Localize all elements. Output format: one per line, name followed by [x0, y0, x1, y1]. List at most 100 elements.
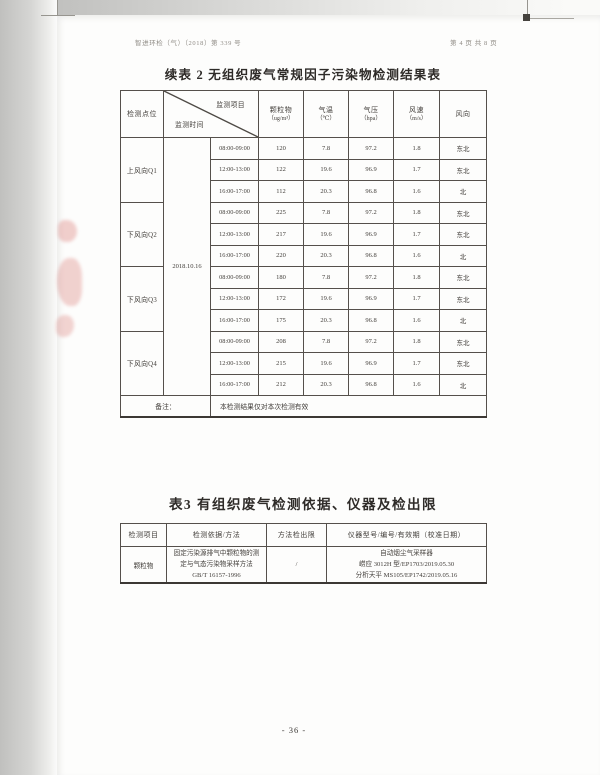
crop-mark-top-left-horizontal	[41, 15, 75, 16]
wind-dir-cell: 东北	[439, 223, 487, 246]
pressure-cell: 96.8	[348, 244, 394, 267]
wind-dir-cell: 东北	[439, 287, 487, 310]
temp-cell: 19.6	[303, 352, 349, 375]
table3-title: 表3 有组织废气检测依据、仪器及检出限	[168, 497, 438, 512]
temp-cell: 7.8	[303, 201, 349, 224]
document-page: 智进环检（气）（2018）第 339 号 第 4 页 共 8 页 续表 2 无组…	[57, 15, 600, 775]
scanner-background-left	[0, 0, 57, 775]
pressure-cell: 96.9	[348, 287, 394, 310]
instrument-line: 崂应 3012H 型/EP1703/2019.05.30	[358, 561, 455, 568]
wind-speed-cell: 1.7	[393, 287, 440, 310]
table2-data-row: 12:00-13:00 217 19.6 96.9 1.7 东北	[121, 223, 487, 246]
page-number: - 36 -	[281, 725, 307, 735]
pm-cell: 112	[258, 180, 304, 203]
time-cell: 12:00-13:00	[210, 158, 259, 181]
table2-container: 检测点位 监测项目 监测时间 颗粒物 （ug/m³）	[120, 90, 487, 418]
pressure-column-header: 气压 （hpa）	[348, 90, 394, 138]
pm-cell: 212	[258, 373, 304, 396]
pm-cell: 120	[258, 137, 304, 160]
pm-header-unit: （ug/m³）	[267, 115, 295, 122]
wind-dir-cell: 东北	[439, 266, 487, 289]
time-cell: 08:00-09:00	[210, 137, 259, 160]
pm-cell: 225	[258, 201, 304, 224]
pressure-cell: 96.8	[348, 373, 394, 396]
crop-mark-top-right-vertical	[527, 0, 528, 19]
wind-dir-cell: 东北	[439, 330, 487, 353]
wind-speed-column-header: 风速 （m/s）	[393, 90, 440, 138]
crop-mark-top-left-vertical	[57, 0, 58, 16]
table2-note-body: 备注： 本检测结果仅对本次检测有效	[120, 395, 487, 418]
wind-speed-cell: 1.8	[393, 266, 440, 289]
diag-label-item: 监测项目	[216, 102, 245, 109]
monitoring-point-cell: 下风向Q3	[120, 266, 164, 332]
method-column-header: 检测依据/方法	[166, 523, 267, 547]
pm-cell: 215	[258, 352, 304, 375]
table2-data-row: 下风向Q4 08:00-09:00 208 7.8 97.2 1.8 东北	[120, 330, 487, 396]
time-cell: 12:00-13:00	[210, 287, 259, 310]
wind-speed-cell: 1.6	[393, 309, 440, 332]
wind-speed-cell: 1.7	[393, 223, 440, 246]
detection-limit-cell: /	[266, 546, 327, 584]
table3-header-row: 检测项目 检测依据/方法 方法检出限 仪器型号/编号/有效期（校准日期）	[120, 523, 487, 547]
temp-cell: 19.6	[303, 223, 349, 246]
method-line: GB/T 16157-1996	[192, 572, 241, 579]
time-cell: 16:00-17:00	[210, 180, 259, 203]
wind-speed-cell: 1.6	[393, 180, 440, 203]
pressure-cell: 96.9	[348, 223, 394, 246]
wind-speed-header-name: 风速	[409, 105, 424, 114]
temp-cell: 20.3	[303, 244, 349, 267]
wind-dir-cell: 北	[439, 309, 487, 332]
wind-dir-cell: 北	[439, 244, 487, 267]
instrument-line: 分析天平 MS105/EP1742/2019.05.16	[355, 572, 458, 579]
wind-dir-column-header: 风向	[439, 90, 487, 138]
pressure-cell: 96.8	[348, 180, 394, 203]
pm-cell: 180	[258, 266, 304, 289]
method-cell: 固定污染源排气中颗粒物的测 定与气态污染物采样方法 GB/T 16157-199…	[166, 546, 267, 584]
time-cell: 12:00-13:00	[210, 223, 259, 246]
page-indicator: 第 4 页 共 8 页	[450, 40, 498, 47]
limit-column-header: 方法检出限	[266, 523, 327, 547]
instrument-column-header: 仪器型号/编号/有效期（校准日期）	[326, 523, 487, 547]
temp-header-unit: （℃）	[316, 115, 336, 122]
table2-title: 续表 2 无组织废气常规因子污染物检测结果表	[164, 68, 442, 82]
pm-column-header: 颗粒物 （ug/m³）	[258, 90, 304, 138]
time-cell: 16:00-17:00	[210, 373, 259, 396]
table2-data-row: 16:00-17:00 175 20.3 96.8 1.6 北	[121, 309, 487, 332]
scanner-background-top	[0, 0, 600, 15]
wind-dir-cell: 东北	[439, 352, 487, 375]
temp-cell: 7.8	[303, 137, 349, 160]
temp-header-name: 气温	[318, 105, 334, 114]
time-cell: 16:00-17:00	[210, 309, 259, 332]
table2-data-row: 上风向Q1 2018.10.16 08:00-09:00 120 7.8 97.2 1.8 东…	[120, 137, 487, 396]
temp-cell: 19.6	[303, 158, 349, 181]
wind-speed-cell: 1.6	[393, 244, 440, 267]
pm-cell: 220	[258, 244, 304, 267]
crop-mark-square	[523, 14, 530, 21]
monitoring-point-cell: 下风向Q2	[120, 201, 164, 267]
wind-speed-cell: 1.6	[393, 373, 440, 396]
method-line: 固定污染源排气中颗粒物的测	[173, 550, 260, 557]
pressure-cell: 96.9	[348, 158, 394, 181]
time-cell: 08:00-09:00	[210, 330, 259, 353]
time-cell: 12:00-13:00	[210, 352, 259, 375]
pm-cell: 175	[258, 309, 304, 332]
table2-data-row: 下风向Q2 08:00-09:00 225 7.8 97.2 1.8 东北	[120, 201, 487, 267]
instrument-line: 自动烟尘气采样器	[380, 550, 433, 557]
pm-cell: 217	[258, 223, 304, 246]
pm-cell: 172	[258, 287, 304, 310]
monitoring-point-cell: 上风向Q1	[120, 137, 164, 203]
pressure-header-name: 气压	[363, 105, 379, 114]
wind-dir-cell: 东北	[439, 201, 487, 224]
table2-data-row: 下风向Q3 08:00-09:00 180 7.8 97.2 1.8 东北	[120, 266, 487, 332]
red-stamp-bleed	[58, 220, 77, 242]
pressure-cell: 97.2	[348, 266, 394, 289]
table3-data-row: 颗粒物 固定污染源排气中颗粒物的测 定与气态污染物采样方法 GB/T 16157…	[120, 546, 487, 584]
monitoring-date-cell: 2018.10.16	[163, 137, 211, 396]
red-stamp-bleed	[56, 315, 74, 337]
temp-column-header: 气温 （℃）	[303, 90, 349, 138]
wind-dir-cell: 东北	[439, 137, 487, 160]
diag-label-time: 监测时间	[175, 122, 204, 129]
pm-header-name: 颗粒物	[269, 105, 293, 114]
wind-speed-cell: 1.8	[393, 330, 440, 353]
